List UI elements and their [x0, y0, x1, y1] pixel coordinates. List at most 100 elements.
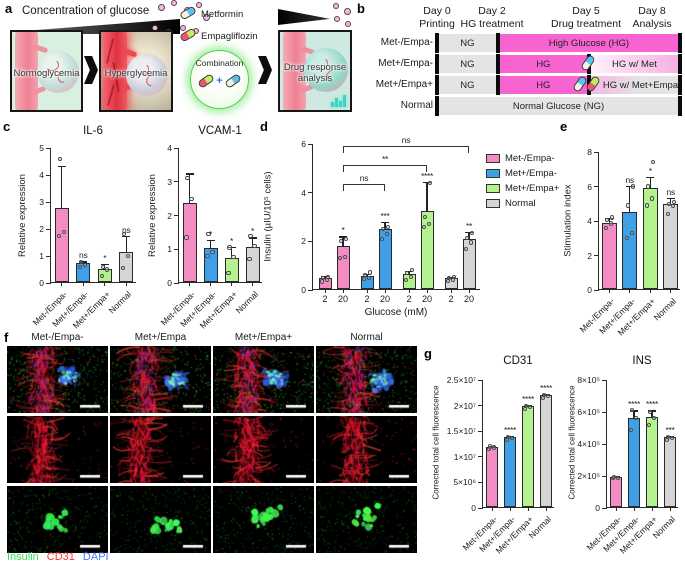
significance-label: * [229, 235, 233, 246]
data-point [367, 270, 373, 275]
y-tick [174, 215, 179, 216]
y-axis-label: Corrected total cell fluorescence [567, 385, 577, 500]
data-point [99, 274, 104, 279]
chart-title: VCAM-1 [198, 125, 242, 137]
data-point [247, 256, 252, 261]
islet-graphic [126, 54, 168, 96]
plot-area: Met-/Empa- **** Met+/Empa- **** Met+/Empa+ **… [585, 379, 678, 555]
timeline-segment: HG w/ Met+Empa [590, 76, 678, 94]
x-tick-label: Normal [106, 289, 134, 316]
data-point [509, 436, 515, 441]
x-tick [651, 508, 653, 511]
y-tick-label: 0 [167, 278, 172, 288]
timeline-day-header: Day 8 Analysis [597, 5, 685, 30]
y-tick [174, 147, 179, 149]
y-tick-label: 2×10⁵ [577, 471, 600, 481]
data-point [645, 203, 650, 208]
y-tick-label: 0 [471, 503, 476, 513]
data-point [337, 256, 343, 261]
glucose-molecule-icon [333, 3, 339, 9]
y-tick [594, 289, 599, 291]
x-tick-label: 2 [364, 294, 370, 304]
error-bar-cap [185, 173, 194, 175]
legend-label: Normal [505, 198, 536, 209]
day-number: Day 8 [638, 5, 666, 17]
bar-met-empa- [182, 202, 197, 282]
error-bar [608, 217, 610, 224]
bar-met-empa- [486, 446, 498, 507]
data-point [605, 218, 610, 223]
data-point [361, 276, 367, 282]
x-tick [649, 290, 651, 293]
timeline-day-tick [435, 33, 439, 53]
y-tick-label: 1 [167, 244, 172, 255]
error-bar-cap [339, 236, 347, 238]
data-point [646, 422, 652, 427]
timeline-day-tick [678, 75, 682, 95]
timeline-day-tick [435, 96, 439, 116]
y-tick [478, 507, 483, 509]
significance-bracket [343, 184, 385, 192]
legend-swatch-gray [486, 199, 500, 208]
timeline-day-header: Day 0 Printing [382, 5, 492, 30]
micrograph-merged-met-empa- [213, 346, 314, 413]
significance-label: * [250, 226, 254, 237]
timeline-segment: NG [439, 34, 496, 52]
legend-label: Met+/Empa+ [505, 183, 560, 194]
arrow-right-icon [84, 56, 98, 84]
bar-normal [664, 437, 676, 507]
micrograph-cd31-normal [316, 416, 417, 483]
data-point [126, 253, 131, 259]
error-bar-cap [381, 221, 389, 224]
bar-met-empa- [601, 222, 617, 289]
x-tick [408, 290, 410, 293]
x-tick-label: 20 [463, 294, 474, 304]
x-tick [210, 283, 211, 286]
x-tick [527, 508, 529, 511]
data-point [57, 156, 62, 161]
day-phase: Drug treatment [550, 17, 622, 30]
day-phase: Printing [419, 17, 455, 30]
micrograph-insulin-met-empa- [213, 486, 314, 553]
x-tick [324, 290, 326, 293]
significance-label: **** [539, 383, 553, 394]
data-point [404, 270, 410, 276]
data-point [379, 236, 385, 241]
y-tick [174, 282, 179, 284]
significance-label: ns [122, 224, 131, 235]
day-number: Day 5 [572, 5, 600, 17]
significance-label: **** [645, 399, 659, 410]
data-point [189, 196, 194, 201]
panel-label-b: b [357, 1, 365, 16]
y-tick-label: 3 [167, 176, 172, 187]
data-point [342, 255, 348, 260]
data-point [205, 253, 210, 259]
data-point [422, 214, 428, 220]
data-point [464, 235, 470, 240]
x-tick-label: 20 [379, 294, 390, 304]
data-point [56, 233, 61, 238]
y-axis-label: Insulin (µIU/10⁵ cells) [262, 171, 274, 262]
data-point [646, 184, 651, 189]
islet-graphic [304, 48, 348, 92]
y-tick [174, 181, 179, 183]
panel-label-c: c [3, 119, 11, 134]
data-point [469, 230, 475, 235]
bar-normal [663, 204, 679, 289]
error-bar [633, 410, 635, 420]
data-point [610, 215, 615, 220]
y-tick-label: 8 [587, 147, 592, 157]
glucose-molecule-icon [345, 21, 351, 27]
error-bar [125, 235, 127, 254]
y-tick [308, 143, 313, 145]
error-bar [468, 231, 470, 241]
normoglycemia-label: Normoglycemia [13, 67, 80, 79]
data-point [527, 405, 533, 410]
x-tick [125, 283, 127, 286]
micrograph-column-label: Met+/Empa [134, 332, 187, 343]
data-point [629, 408, 635, 413]
data-point [624, 236, 629, 241]
y-tick-label: 4×10⁵ [577, 439, 600, 449]
data-point [505, 434, 511, 439]
x-tick [545, 508, 547, 511]
